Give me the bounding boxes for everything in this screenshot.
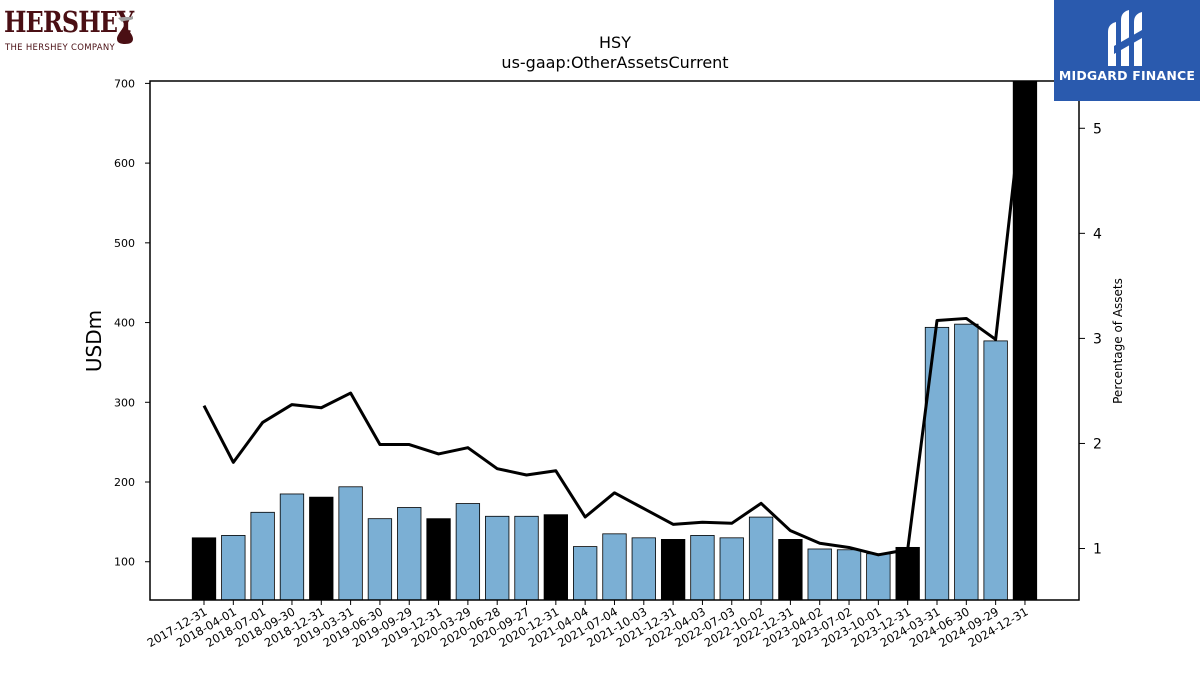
y-tick-label: 400 [114, 317, 135, 330]
y2-tick-label: 3 [1093, 331, 1102, 347]
bar [397, 507, 422, 601]
bar [719, 537, 744, 601]
bar [455, 503, 481, 601]
bar [836, 549, 862, 601]
bar [191, 537, 217, 601]
bar [954, 323, 979, 601]
bar [338, 486, 363, 601]
bar [602, 533, 627, 601]
hershey-logo: HERSHEY THE HERSHEY COMPANY [4, 4, 144, 56]
bar [367, 518, 393, 601]
y-tick-label: 100 [114, 556, 135, 569]
y-tick-label: 500 [114, 237, 135, 250]
bar [250, 511, 275, 601]
y2-axis-label: Percentage of Assets [1111, 278, 1125, 404]
y-tick-label: 600 [114, 157, 135, 170]
hershey-tagline: THE HERSHEY COMPANY [5, 43, 115, 53]
y2-tick-label: 4 [1093, 226, 1102, 242]
bar [807, 548, 832, 601]
bar [690, 535, 715, 601]
kiss-icon [117, 16, 133, 44]
left-axis-ticks: 100 200 300 400 500 600 700 [114, 77, 150, 569]
y-tick-label: 200 [114, 476, 135, 489]
chart-subtitle: us-gaap:OtherAssetsCurrent [501, 53, 728, 72]
y-tick-label: 700 [114, 77, 135, 90]
y-axis-label: USDm [82, 310, 106, 372]
x-axis-ticks: 2017-12-312018-04-012018-07-012018-09-30… [145, 600, 1030, 650]
hershey-wordmark: HERSHEY [4, 5, 134, 39]
bar [279, 493, 305, 601]
bar [866, 553, 891, 601]
bar [924, 326, 950, 601]
bar-series [191, 80, 1038, 601]
bar [895, 546, 920, 601]
bar [485, 515, 510, 601]
bar [309, 496, 334, 601]
bar [426, 518, 451, 601]
bar [221, 535, 246, 601]
bar [514, 515, 539, 601]
y-tick-label: 300 [114, 396, 135, 409]
midgard-icon [1108, 10, 1142, 66]
bar [660, 539, 686, 601]
bar [573, 546, 598, 601]
y2-tick-label: 5 [1093, 121, 1102, 137]
midgard-wordmark: MIDGARD FINANCE [1058, 68, 1196, 83]
right-axis-ticks: 1 2 3 4 5 [1079, 121, 1102, 558]
midgard-finance-logo: MIDGARD FINANCE [1054, 0, 1200, 101]
bar [983, 340, 1008, 601]
y2-tick-label: 1 [1093, 542, 1102, 558]
bar [748, 516, 774, 601]
bar [778, 539, 803, 601]
percentage-line [202, 80, 1027, 557]
chart-title: HSY [599, 33, 631, 52]
bar [543, 514, 568, 601]
bar [631, 537, 656, 601]
y2-tick-label: 2 [1093, 436, 1102, 452]
